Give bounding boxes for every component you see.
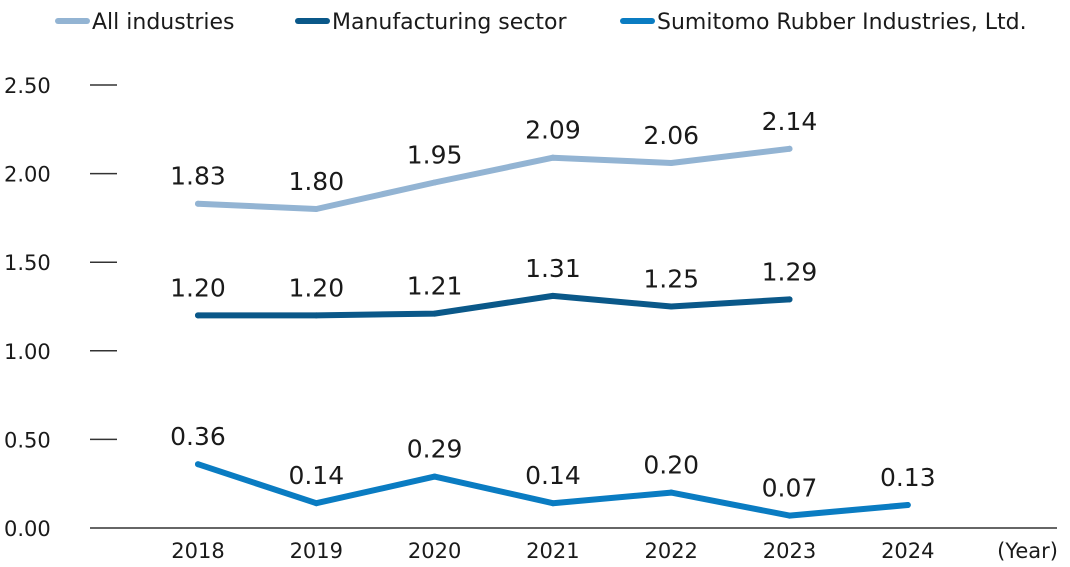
x-tick-label: 2021 xyxy=(526,539,579,563)
data-label: 2.09 xyxy=(525,116,581,145)
data-point xyxy=(668,489,675,496)
data-point xyxy=(195,461,201,468)
legend-entry: All industries xyxy=(92,10,234,35)
x-tick-label: 2024 xyxy=(881,539,934,563)
data-point xyxy=(313,312,320,319)
data-point xyxy=(313,500,320,507)
data-label: 1.20 xyxy=(288,273,344,302)
x-tick-label: 2022 xyxy=(644,539,697,563)
data-label: 1.20 xyxy=(170,273,226,302)
data-point xyxy=(904,501,911,508)
data-point xyxy=(431,473,438,480)
data-label: 2.14 xyxy=(762,107,818,136)
series-lines xyxy=(195,145,911,519)
data-label: 0.20 xyxy=(643,451,699,480)
data-point xyxy=(195,312,201,319)
legend-entry: Sumitomo Rubber Industries, Ltd. xyxy=(657,10,1027,35)
data-label: 1.25 xyxy=(643,265,699,294)
data-label: 0.29 xyxy=(407,435,463,464)
data-label: 1.21 xyxy=(407,272,463,301)
data-label: 0.14 xyxy=(288,461,344,490)
x-tick-label: 2018 xyxy=(171,539,224,563)
data-label: 1.80 xyxy=(288,167,344,196)
data-point xyxy=(195,200,201,207)
data-point xyxy=(313,206,320,213)
data-point xyxy=(668,303,675,310)
x-tick-label: 2023 xyxy=(763,539,816,563)
data-point xyxy=(668,159,675,166)
legend-entry: Manufacturing sector xyxy=(332,10,567,35)
data-point xyxy=(549,154,556,161)
data-label: 1.83 xyxy=(170,162,226,191)
y-tick-label: 0.00 xyxy=(4,517,51,541)
y-tick-label: 2.50 xyxy=(4,74,51,98)
y-tick-label: 2.00 xyxy=(4,163,51,187)
data-label: 0.13 xyxy=(880,463,936,492)
x-axis-unit-label: (Year) xyxy=(997,539,1058,563)
y-tick-label: 0.50 xyxy=(4,428,51,452)
data-point xyxy=(431,310,438,317)
data-label: 0.14 xyxy=(525,461,581,490)
data-point xyxy=(549,500,556,507)
data-label: 0.07 xyxy=(762,474,818,503)
data-label: 0.36 xyxy=(170,422,226,451)
series-line xyxy=(195,292,793,319)
data-point xyxy=(786,296,793,303)
axes: (Year) 0.00 0.50 1.00 1.50 2.00 2.50 2018 2019 2… xyxy=(4,74,1058,563)
legend: All industries Manufacturing sector Sumito… xyxy=(55,10,1027,35)
x-tick-label: 2020 xyxy=(408,539,461,563)
series-line xyxy=(195,145,793,212)
y-tick-label: 1.50 xyxy=(4,251,51,275)
data-label: 1.29 xyxy=(762,257,818,286)
data-label: 1.95 xyxy=(407,140,463,169)
data-label: 1.31 xyxy=(525,254,581,283)
y-tick-label: 1.00 xyxy=(4,340,51,364)
data-labels: 1.83 1.80 1.95 2.09 2.06 2.14 1.20 1.20 1.21 1.31… xyxy=(170,107,935,503)
data-point xyxy=(786,145,793,152)
data-point xyxy=(431,179,438,186)
data-point xyxy=(549,292,556,299)
x-tick-label: 2019 xyxy=(290,539,343,563)
data-point xyxy=(786,512,793,519)
data-label: 2.06 xyxy=(643,121,699,150)
